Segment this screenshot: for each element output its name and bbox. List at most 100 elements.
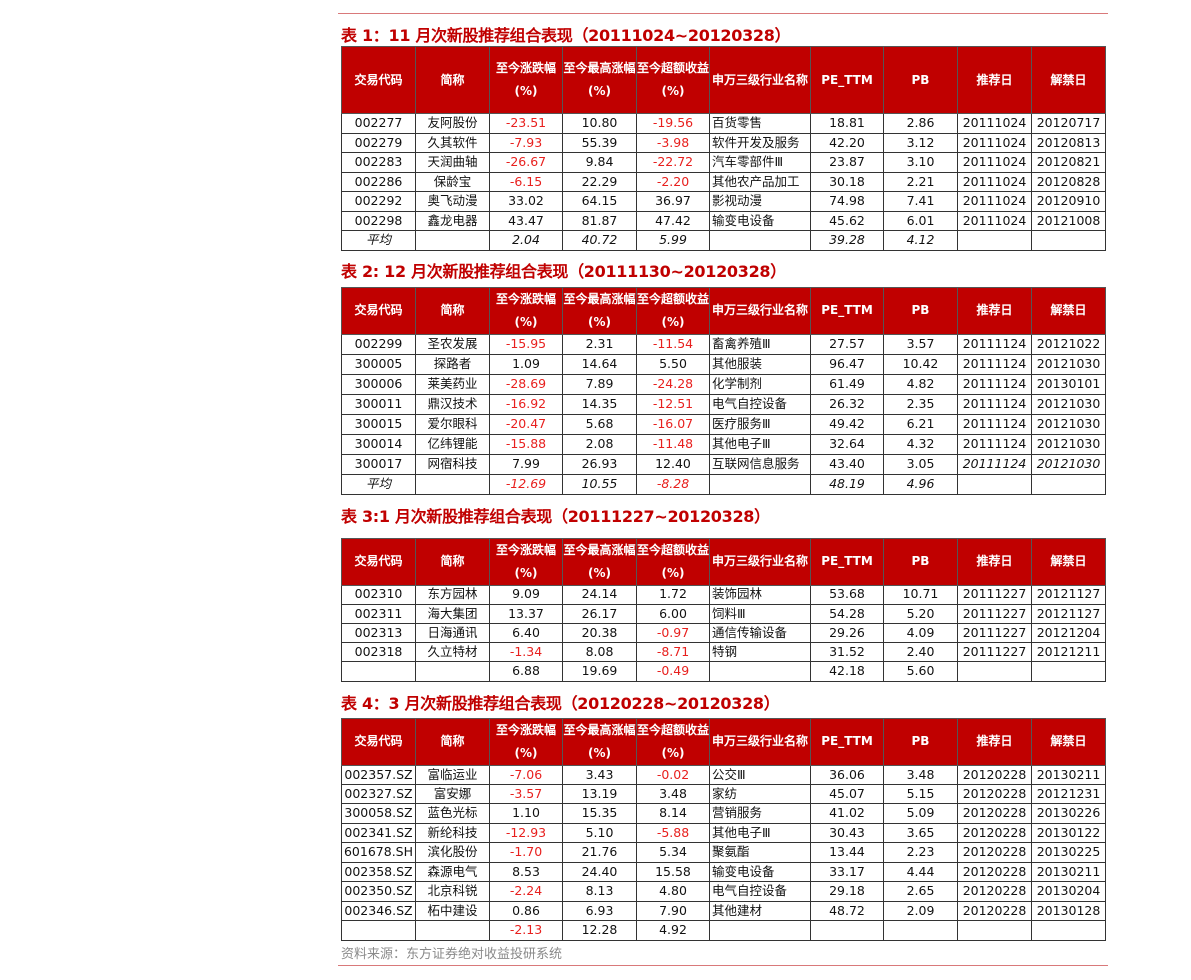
- cell-industry: 汽车零部件Ⅲ: [709, 152, 811, 173]
- cell-recommend-date: 20111124: [957, 453, 1032, 475]
- column-header-unlock-date: 解禁日: [1031, 718, 1106, 766]
- cell-unlock-date: [1031, 920, 1106, 941]
- cell-unlock-date: 20120910: [1031, 191, 1106, 212]
- cell-pb: 3.10: [883, 152, 958, 173]
- cell-unlock-date: 20120828: [1031, 171, 1106, 192]
- cell-code: 002283: [341, 152, 416, 173]
- cell-change: -15.88: [489, 433, 563, 455]
- cell-pb: 6.01: [883, 210, 958, 231]
- cell-industry: 营销服务: [709, 803, 811, 824]
- cell-pb: 2.40: [883, 642, 958, 663]
- table-title: 表 1：11 月次新股推荐组合表现（20111024~20120328）: [341, 26, 791, 45]
- column-header-pe-ttm: PE_TTM: [810, 718, 884, 766]
- cell-code: 002327.SZ: [341, 784, 416, 805]
- cell-recommend-date: 20120228: [957, 881, 1032, 902]
- column-header-recommend-date: 推荐日: [957, 287, 1032, 335]
- cell-unlock-date: 20130122: [1031, 822, 1106, 844]
- column-header-pe-ttm: PE_TTM: [810, 46, 884, 114]
- cell-excess-return: 1.72: [636, 584, 710, 605]
- cell-recommend-date: [957, 661, 1032, 682]
- cell-max-gain: 14.35: [562, 393, 637, 415]
- cell-industry: 输变电设备: [709, 861, 811, 883]
- cell-name: [415, 230, 490, 251]
- cell-excess-return: -24.28: [636, 373, 710, 395]
- cell-excess-return: -0.49: [636, 661, 710, 682]
- cell-industry: [709, 920, 811, 941]
- cell-unlock-date: 20121127: [1031, 584, 1106, 605]
- cell-pe-ttm: 27.57: [810, 333, 884, 355]
- cell-unlock-date: 20120813: [1031, 132, 1106, 153]
- cell-code: 300015: [341, 413, 416, 435]
- cell-name: 鼎汉技术: [415, 393, 490, 415]
- cell-industry: 其他服装: [709, 353, 811, 375]
- cell-code: 300017: [341, 453, 416, 475]
- table-row: 002311 海大集团 13.37 26.17 6.00 饲料Ⅲ 54.28 5.20 2011…: [341, 603, 1106, 624]
- column-header-excess-return: 至今超额收益(%): [636, 46, 710, 114]
- cell-pe-ttm: 96.47: [810, 353, 884, 375]
- cell-excess-return: -3.98: [636, 132, 710, 153]
- summary-row: 平均 2.04 40.72 5.99 39.28 4.12: [341, 230, 1106, 251]
- cell-pb: 7.41: [883, 191, 958, 212]
- cell-max-gain: 12.28: [562, 920, 637, 941]
- cell-change: 33.02: [489, 191, 563, 212]
- cell-pe-ttm: 45.62: [810, 210, 884, 231]
- cell-excess-return: 4.80: [636, 881, 710, 902]
- bottom-rule: [338, 965, 1108, 966]
- cell-max-gain: 15.35: [562, 803, 637, 824]
- cell-name: 探路者: [415, 353, 490, 375]
- cell-pb: 3.05: [883, 453, 958, 475]
- table-row: 002310 东方园林 9.09 24.14 1.72 装饰园林 53.68 10.71 201…: [341, 584, 1106, 605]
- cell-change: -28.69: [489, 373, 563, 395]
- cell-pb: 4.44: [883, 861, 958, 883]
- cell-change: -16.92: [489, 393, 563, 415]
- cell-pe-ttm: 43.40: [810, 453, 884, 475]
- column-header-name: 简称: [415, 287, 490, 335]
- cell-recommend-date: 20111024: [957, 191, 1032, 212]
- cell-pb: 5.15: [883, 784, 958, 805]
- column-header-recommend-date: 推荐日: [957, 718, 1032, 766]
- cell-excess-return: 5.99: [636, 230, 710, 251]
- cell-recommend-date: 20111024: [957, 152, 1032, 173]
- cell-pe-ttm: 39.28: [810, 230, 884, 251]
- column-header-industry: 申万三级行业名称: [709, 46, 811, 114]
- cell-pb: 3.12: [883, 132, 958, 153]
- cell-unlock-date: 20121008: [1031, 210, 1106, 231]
- cell-pe-ttm: 48.19: [810, 473, 884, 495]
- cell-industry: 通信传输设备: [709, 622, 811, 644]
- cell-pe-ttm: 13.44: [810, 842, 884, 863]
- cell-excess-return: 4.92: [636, 920, 710, 941]
- cell-change: -1.70: [489, 842, 563, 863]
- column-header-pb: PB: [883, 718, 958, 766]
- cell-name: 奥飞动漫: [415, 191, 490, 212]
- cell-pe-ttm: 45.07: [810, 784, 884, 805]
- cell-max-gain: 20.38: [562, 622, 637, 644]
- cell-pe-ttm: 29.26: [810, 622, 884, 644]
- cell-pb: 4.32: [883, 433, 958, 455]
- column-header-change: 至今涨跌幅(%): [489, 287, 563, 335]
- summary-row: -2.13 12.28 4.92: [341, 920, 1106, 941]
- cell-industry: 互联网信息服务: [709, 453, 811, 475]
- cell-name: 网宿科技: [415, 453, 490, 475]
- cell-excess-return: 5.34: [636, 842, 710, 863]
- cell-name: 森源电气: [415, 861, 490, 883]
- cell-code: 300014: [341, 433, 416, 455]
- cell-industry: 特钢: [709, 642, 811, 663]
- cell-excess-return: 15.58: [636, 861, 710, 883]
- cell-industry: [709, 230, 811, 251]
- cell-recommend-date: 20111227: [957, 603, 1032, 624]
- cell-change: -6.15: [489, 171, 563, 192]
- cell-unlock-date: 20130226: [1031, 803, 1106, 824]
- cell-recommend-date: 20120228: [957, 842, 1032, 863]
- table-row: 300011 鼎汉技术 -16.92 14.35 -12.51 电气自控设备 26.32 2.…: [341, 393, 1106, 415]
- cell-excess-return: 5.50: [636, 353, 710, 375]
- cell-industry: 公交Ⅲ: [709, 764, 811, 786]
- cell-code: 002299: [341, 333, 416, 355]
- cell-excess-return: -8.71: [636, 642, 710, 663]
- cell-pe-ttm: 42.18: [810, 661, 884, 682]
- table-row: 300014 亿纬锂能 -15.88 2.08 -11.48 其他电子Ⅲ 32.64 4.32…: [341, 433, 1106, 455]
- cell-unlock-date: 20130225: [1031, 842, 1106, 863]
- column-header-recommend-date: 推荐日: [957, 538, 1032, 586]
- cell-code: [341, 661, 416, 682]
- column-header-change: 至今涨跌幅(%): [489, 718, 563, 766]
- cell-recommend-date: 20120228: [957, 900, 1032, 922]
